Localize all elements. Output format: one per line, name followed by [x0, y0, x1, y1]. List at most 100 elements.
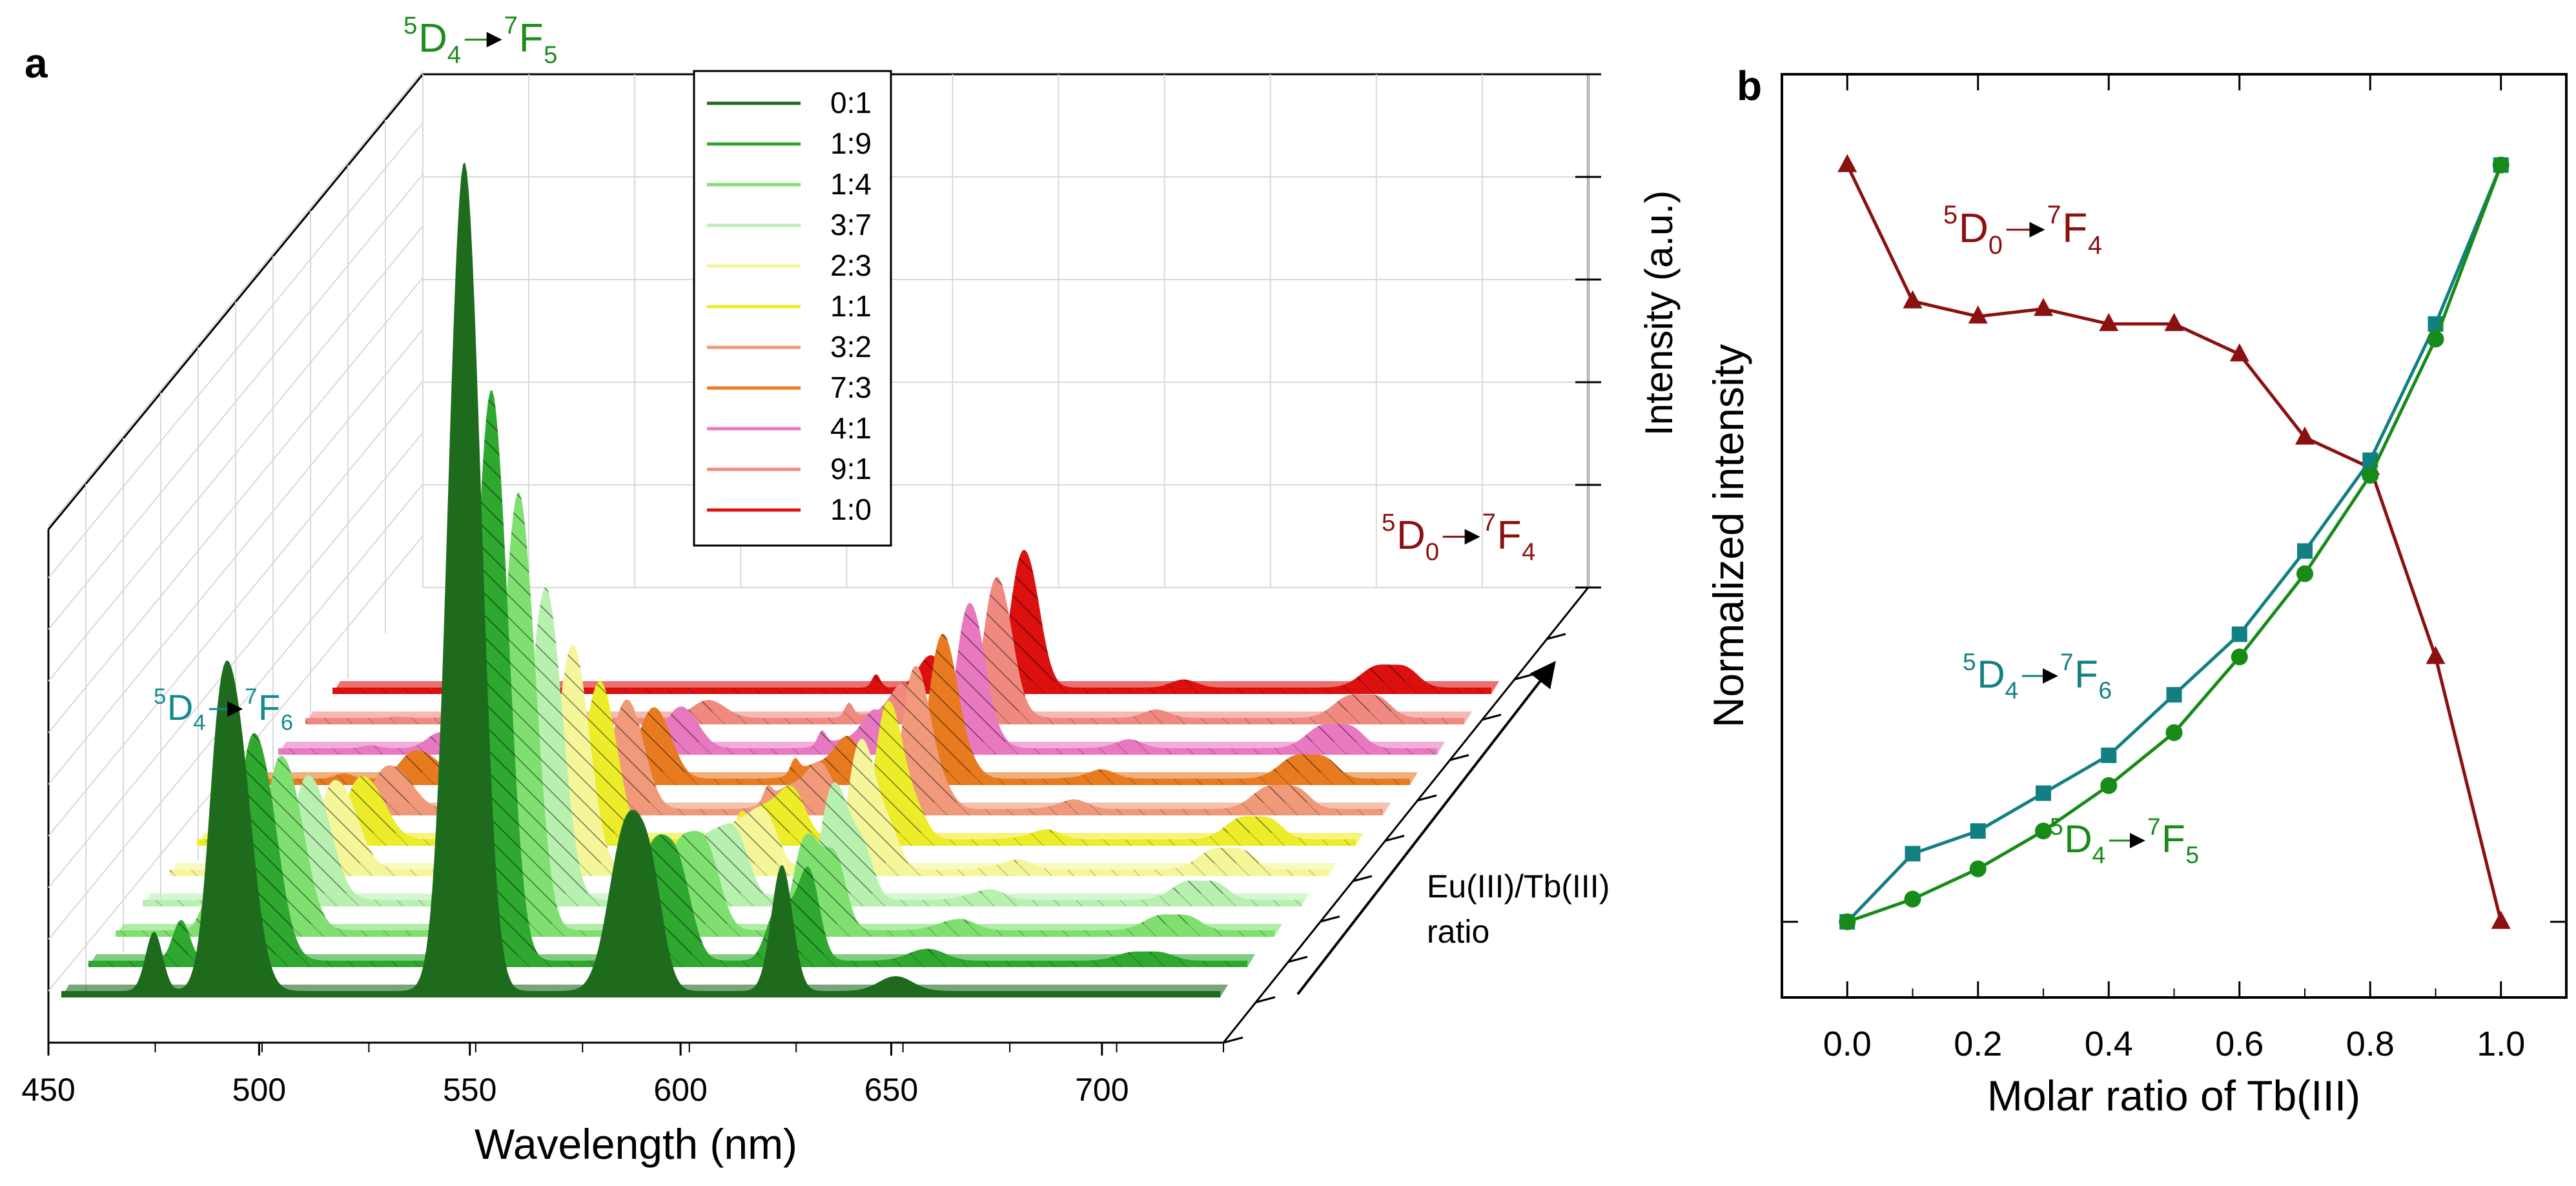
term-final: F [258, 687, 280, 728]
data-point-circle [2035, 823, 2052, 840]
term-final: F [1497, 513, 1522, 558]
legend: 0:1 1:9 1:4 3:7 2:3 1:1 3:2 7:3 4:1 9:1 1:0 [693, 70, 892, 547]
ratio-tick [1449, 754, 1469, 761]
spectra-stack [61, 162, 1499, 997]
series-b [1837, 154, 2511, 930]
series-line [1846, 164, 2503, 924]
legend-label: 1:0 [830, 493, 872, 526]
term-pre-sup: 5 [2050, 813, 2063, 840]
x-axis-title-b: Molar ratio of Tb(III) [1987, 1072, 2360, 1120]
term-sub-2: 6 [2098, 677, 2112, 704]
data-point-circle [2231, 648, 2248, 666]
term-pre-sup: 5 [1382, 509, 1395, 537]
x-tick-label-b: 0.0 [1823, 1025, 1872, 1063]
data-point-circle [2427, 331, 2444, 348]
spectrum-fill [61, 162, 1220, 997]
data-point-square [2297, 543, 2313, 559]
term-sub: 4 [193, 711, 205, 735]
legend-label: 3:7 [830, 208, 872, 241]
spectrum-hatch [224, 666, 1383, 815]
data-point-triangle [2426, 646, 2446, 664]
legend-label: 2:3 [830, 249, 872, 282]
term-pre-sup: 5 [154, 684, 166, 709]
term-sub: 4 [2092, 841, 2106, 868]
data-point-square [1970, 823, 1986, 839]
panel-b: b 0.0 0.2 0.4 0.6 0.8 1.0 Molar ratio of Tb(I… [1704, 63, 2568, 1120]
term-final: F [2162, 817, 2185, 861]
term-sub: 0 [1426, 538, 1439, 566]
term-main: D [167, 687, 193, 728]
data-point-triangle [1903, 290, 1923, 309]
spectrum-1-9 [88, 390, 1255, 967]
data-point-circle [2296, 565, 2313, 582]
term-sub: 4 [447, 41, 461, 68]
term-pre-sup: 5 [1943, 201, 1958, 229]
ratio-tick [1352, 875, 1373, 883]
annotation-tb-7f5: 5 D 47 F 5 [404, 12, 558, 68]
series-5D0-7F4 [1837, 154, 2511, 929]
term-main: D [1396, 513, 1426, 558]
term-main: D [2064, 817, 2092, 861]
term-pre-sup-2: 7 [1482, 509, 1496, 537]
data-point-circle [2492, 156, 2510, 174]
legend-label: 9:1 [830, 452, 872, 486]
y-axis-title-b: Normalized intensity [1704, 344, 1752, 728]
spectrum-hatch [170, 644, 1329, 876]
data-point-triangle [1837, 154, 1857, 172]
series-line [1846, 164, 2503, 923]
data-point-triangle [2164, 312, 2184, 331]
ratio-tick [1416, 794, 1437, 802]
term-sub-2: 5 [2185, 841, 2199, 868]
spectrum-hatch [332, 549, 1491, 694]
data-point-circle [2165, 724, 2183, 741]
x-axis-title: Wavelength (nm) [475, 1120, 797, 1168]
spectrum-hatch [116, 492, 1274, 937]
legend-label: 0:1 [830, 86, 872, 119]
spectrum-hatch [197, 680, 1356, 846]
spectrum-0-1 [61, 162, 1228, 997]
spectrum-1-1 [197, 680, 1364, 846]
term-final: F [2062, 205, 2087, 251]
data-point-triangle [2295, 426, 2315, 445]
data-point-square [1905, 846, 1921, 862]
legend-label: 7:3 [830, 371, 872, 404]
data-point-circle [1969, 860, 1987, 877]
term-sub-2: 5 [544, 41, 557, 68]
spectrum-hatch [88, 390, 1247, 967]
intensity-axis-ticks [1575, 73, 1601, 589]
series-line [1846, 164, 2503, 923]
x-tick-label-b: 0.8 [2346, 1025, 2395, 1063]
annotation-b-green: 5 D 47 F 5 [2050, 813, 2199, 868]
data-point-square [2166, 687, 2182, 703]
x-axis-ticks-b: 0.0 0.2 0.4 0.6 0.8 1.0 [1781, 74, 2567, 1063]
term-final: F [519, 16, 544, 61]
spectrum-hatch [278, 602, 1437, 755]
x-axis-ticks: 450 500 550 600 650 700 [21, 1043, 1224, 1108]
spectrum-floor [61, 985, 1228, 997]
term-sub-2: 6 [281, 711, 293, 735]
annotation-tb-7f6: 5 D 4 7 F 6 [154, 684, 293, 735]
data-point-circle [2362, 467, 2379, 484]
term-sub: 0 [1988, 231, 2003, 260]
x-tick-label-b: 0.4 [2085, 1025, 2133, 1063]
term-final: F [2074, 653, 2098, 696]
series-5D4-7F6 [1839, 157, 2509, 930]
data-point-circle [2100, 777, 2118, 794]
ratio-tick [1255, 996, 1276, 1003]
term-main: D [1977, 653, 2005, 696]
x-tick-label: 700 [1075, 1072, 1129, 1108]
term-pre-sup-2: 7 [245, 684, 257, 709]
legend-label: 1:4 [830, 167, 872, 201]
data-point-square [2036, 785, 2051, 801]
series-5D4-7F5 [1839, 156, 2510, 930]
data-point-triangle [2034, 298, 2053, 316]
grid-line [48, 70, 424, 527]
panel-a-label: a [25, 40, 48, 87]
annotation-b-eu: 5 D 0 7 F 4 [1943, 201, 2102, 260]
panel-a-annotations: 5 D 47 F 55 D 47 F 65 D 07 F 4 [154, 12, 1536, 735]
term-sub-2: 4 [2088, 231, 2102, 260]
ratio-axis-title-line2: ratio [1427, 914, 1489, 950]
panel-b-label: b [1737, 63, 1762, 109]
data-point-triangle [1968, 305, 1988, 324]
